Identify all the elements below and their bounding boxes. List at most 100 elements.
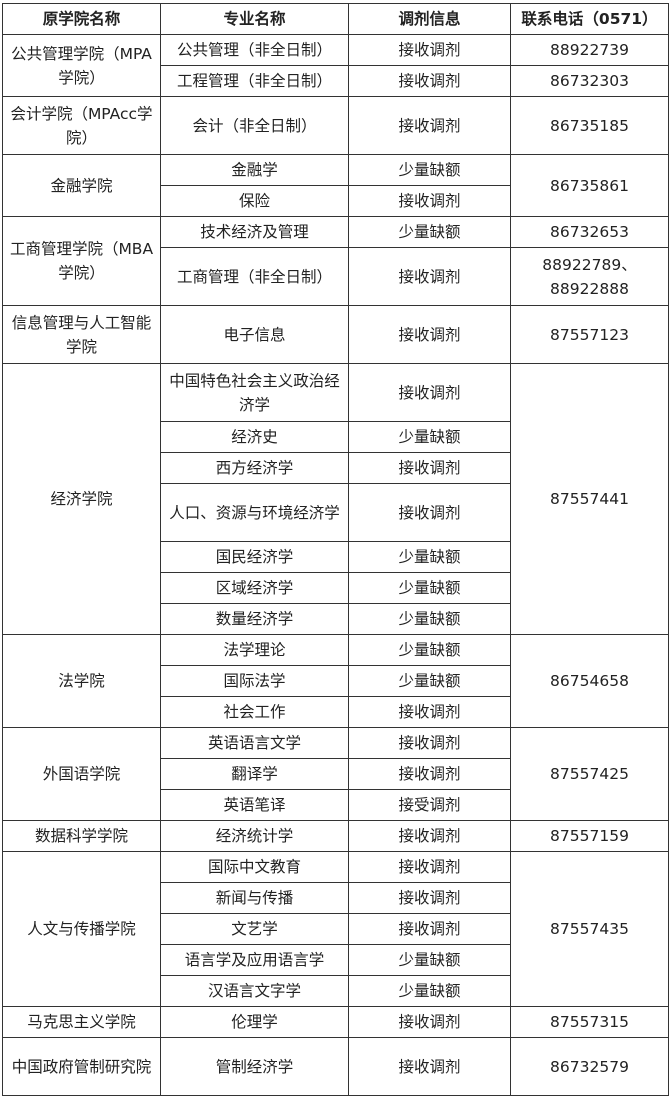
admission-status: 接收调剂	[348, 696, 511, 728]
table-row: 保险 接收调剂	[3, 185, 669, 217]
college-name: 会计学院（MPAcc学院）	[2, 96, 161, 155]
major-name: 工商管理（非全日制）	[160, 247, 349, 306]
table-row: 马克思主义学院 伦理学 接收调剂 87557315	[2, 1006, 669, 1038]
major-name: 经济史	[160, 421, 349, 453]
contact-phone: 86735861	[510, 154, 669, 217]
college-name: 金融学院	[2, 154, 161, 217]
table-row: 新闻与传播 接收调剂	[3, 882, 669, 914]
admission-status: 少量缺额	[348, 541, 511, 573]
contact-phone: 87557315	[510, 1006, 669, 1038]
admission-status: 少量缺额	[348, 944, 511, 976]
table-row: 语言学及应用语言学 少量缺额	[3, 944, 669, 976]
table-row: 英语笔译 接受调剂	[3, 789, 669, 821]
table-row: 社会工作 接收调剂	[3, 696, 669, 728]
college-name: 公共管理学院（MPA学院）	[2, 34, 161, 97]
major-name: 技术经济及管理	[160, 216, 349, 248]
table-row: 法学院 法学理论 少量缺额 86754658	[2, 634, 669, 728]
contact-phone: 87557159	[510, 820, 669, 852]
admission-status: 接收调剂	[348, 483, 511, 542]
admission-status: 少量缺额	[348, 634, 511, 666]
admission-status: 接收调剂	[348, 882, 511, 914]
header-major: 专业名称	[160, 3, 349, 35]
major-name: 英语笔译	[160, 789, 349, 821]
college-name: 中国政府管制研究院	[2, 1037, 161, 1096]
contact-phone: 87557441	[510, 363, 669, 635]
header-status: 调剂信息	[348, 3, 511, 35]
admission-status: 接收调剂	[348, 851, 511, 883]
major-name: 经济统计学	[160, 820, 349, 852]
major-name: 国民经济学	[160, 541, 349, 573]
major-name: 区域经济学	[160, 572, 349, 604]
major-name: 公共管理（非全日制）	[160, 34, 349, 66]
major-name: 保险	[160, 185, 349, 217]
admission-status: 接收调剂	[348, 452, 511, 484]
table-row: 工商管理（非全日制） 接收调剂 88922789、88922888	[3, 247, 669, 306]
table-row: 经济学院 中国特色社会主义政治经济学 接收调剂 87557441	[2, 363, 669, 635]
admission-status: 接收调剂	[348, 820, 511, 852]
admission-status: 接收调剂	[348, 727, 511, 759]
contact-phone: 86732303	[510, 65, 669, 97]
admission-status: 接收调剂	[348, 34, 511, 66]
contact-phone: 86732579	[510, 1037, 669, 1096]
contact-phone: 88922739	[510, 34, 669, 66]
major-name: 语言学及应用语言学	[160, 944, 349, 976]
college-name: 经济学院	[2, 363, 161, 635]
transfer-admission-table: 原学院名称 专业名称 调剂信息 联系电话（0571） 公共管理学院（MPA学院）…	[2, 3, 669, 1096]
major-name: 金融学	[160, 154, 349, 186]
major-name: 数量经济学	[160, 603, 349, 635]
admission-status: 接收调剂	[348, 758, 511, 790]
college-name: 数据科学学院	[2, 820, 161, 852]
table-row: 公共管理学院（MPA学院） 公共管理（非全日制） 接收调剂 88922739	[2, 34, 669, 97]
major-name: 翻译学	[160, 758, 349, 790]
table-row: 数据科学学院 经济统计学 接收调剂 87557159	[2, 820, 669, 852]
major-name: 伦理学	[160, 1006, 349, 1038]
admission-status: 接收调剂	[348, 247, 511, 306]
admission-status: 少量缺额	[348, 216, 511, 248]
table-row: 工商管理学院（MBA学院） 技术经济及管理 少量缺额 86732653	[2, 216, 669, 306]
table-row: 数量经济学 少量缺额	[3, 603, 669, 635]
major-name: 社会工作	[160, 696, 349, 728]
admission-status: 少量缺额	[348, 572, 511, 604]
major-name: 法学理论	[160, 634, 349, 666]
major-name: 汉语言文字学	[160, 975, 349, 1007]
admission-status: 接收调剂	[348, 363, 511, 422]
table-row: 工程管理（非全日制） 接收调剂 86732303	[3, 65, 669, 97]
admission-status: 少量缺额	[348, 665, 511, 697]
major-name: 国际中文教育	[160, 851, 349, 883]
table-row: 金融学院 金融学 少量缺额 86735861	[2, 154, 669, 217]
college-name: 法学院	[2, 634, 161, 728]
major-name: 国际法学	[160, 665, 349, 697]
table-row: 外国语学院 英语语言文学 接收调剂 87557425	[2, 727, 669, 821]
contact-phone: 86732653	[510, 216, 669, 248]
admission-status: 接收调剂	[348, 65, 511, 97]
major-name: 西方经济学	[160, 452, 349, 484]
table-row: 文艺学 接收调剂	[3, 913, 669, 945]
table-row: 国民经济学 少量缺额	[3, 541, 669, 573]
admission-status: 接受调剂	[348, 789, 511, 821]
header-row: 原学院名称 专业名称 调剂信息 联系电话（0571）	[2, 3, 669, 35]
table-row: 人文与传播学院 国际中文教育 接收调剂 87557435	[2, 851, 669, 1007]
header-college: 原学院名称	[2, 3, 161, 35]
contact-phone: 88922789、88922888	[510, 247, 669, 306]
major-name: 管制经济学	[160, 1037, 349, 1096]
admission-status: 接收调剂	[348, 1037, 511, 1096]
major-name: 文艺学	[160, 913, 349, 945]
table-row: 会计学院（MPAcc学院） 会计（非全日制） 接收调剂 86735185	[2, 96, 669, 155]
admission-status: 接收调剂	[348, 305, 511, 364]
major-name: 电子信息	[160, 305, 349, 364]
college-name: 工商管理学院（MBA学院）	[2, 216, 161, 306]
admission-status: 接收调剂	[348, 96, 511, 155]
college-name: 信息管理与人工智能学院	[2, 305, 161, 364]
admission-status: 少量缺额	[348, 603, 511, 635]
table-row: 信息管理与人工智能学院 电子信息 接收调剂 87557123	[2, 305, 669, 364]
admission-status: 接收调剂	[348, 913, 511, 945]
major-name: 新闻与传播	[160, 882, 349, 914]
admission-status: 少量缺额	[348, 975, 511, 1007]
contact-phone: 86754658	[510, 634, 669, 728]
college-name: 马克思主义学院	[2, 1006, 161, 1038]
major-name: 工程管理（非全日制）	[160, 65, 349, 97]
admission-status: 少量缺额	[348, 154, 511, 186]
major-name: 人口、资源与环境经济学	[160, 483, 349, 542]
college-name: 人文与传播学院	[2, 851, 161, 1007]
table-row: 汉语言文字学 少量缺额	[3, 975, 669, 1007]
